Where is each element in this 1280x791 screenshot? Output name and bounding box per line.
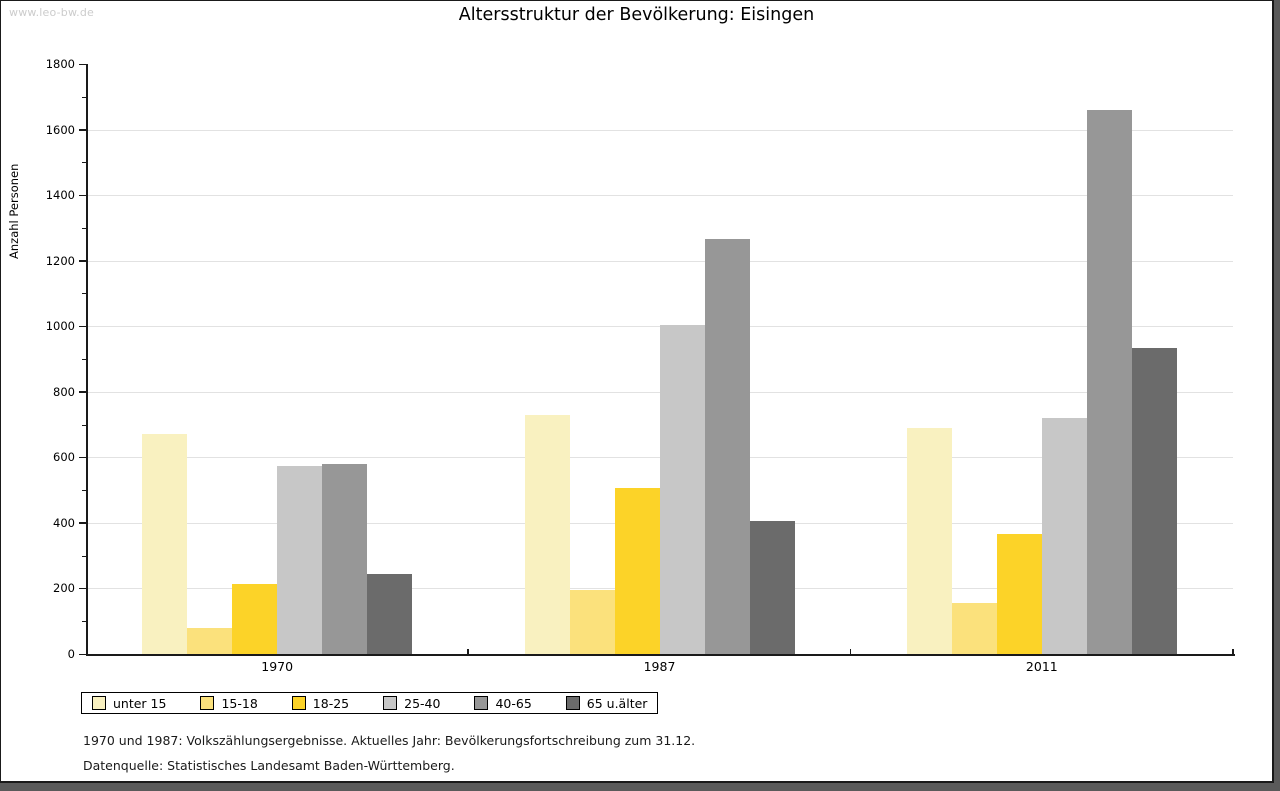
y-tick-label: 400 <box>53 515 75 530</box>
y-tick <box>79 587 86 590</box>
y-minor-tick <box>82 96 86 98</box>
legend-swatch <box>383 696 398 710</box>
y-minor-tick <box>82 162 86 164</box>
footnote-line-2: Datenquelle: Statistisches Landesamt Bad… <box>83 758 455 773</box>
watermark: www.leo-bw.de <box>9 6 95 19</box>
legend-swatch <box>474 696 489 710</box>
x-category-label: 2011 <box>1025 659 1058 674</box>
y-tick <box>79 194 86 197</box>
legend-item-unter-15: unter 15 <box>92 696 166 711</box>
y-tick <box>79 391 86 393</box>
legend-swatch <box>565 696 580 710</box>
bar-2011-15-18 <box>951 603 997 654</box>
y-tick <box>79 456 86 459</box>
bottom-bar <box>0 783 1280 791</box>
x-axis-line <box>86 654 1235 656</box>
y-tick-label: 600 <box>53 450 75 465</box>
y-minor-tick <box>82 293 86 295</box>
y-tick <box>79 129 86 131</box>
bar-2011-40-65 <box>1086 109 1132 654</box>
y-minor-tick <box>82 227 86 229</box>
bar-1970-unter-15 <box>142 434 188 654</box>
bar-1970-40-65 <box>322 463 368 654</box>
x-category-label: 1970 <box>261 659 294 674</box>
y-axis-line <box>86 64 88 656</box>
bar-1987-18-25 <box>614 488 660 654</box>
footnotes: 1970 und 1987: Volkszählungsergebnisse. … <box>83 728 695 778</box>
x-boundary-tick <box>467 649 469 654</box>
y-tick <box>79 63 86 65</box>
bar-1987-40-65 <box>704 239 750 654</box>
x-boundary-tick <box>1232 649 1234 654</box>
x-category-label: 1987 <box>643 659 676 674</box>
legend-swatch <box>200 696 215 710</box>
y-minor-tick <box>82 359 86 360</box>
legend-label: 25-40 <box>404 695 441 711</box>
plot-area: 0 200 400 600 800 1000 1200 1400 1600 1800 1970 198… <box>1 1 1275 681</box>
y-minor-tick <box>82 490 86 492</box>
legend-item-65-u.älter: 65 u.älter <box>565 695 648 711</box>
y-tick-label: 1200 <box>45 253 75 268</box>
legend-label: 65 u.älter <box>586 695 648 711</box>
bar-1987-65-u.älter <box>749 521 795 654</box>
y-tick <box>79 325 86 328</box>
y-tick <box>79 653 86 655</box>
legend-label: 15-18 <box>221 695 258 711</box>
legend: unter 15 15-18 18-25 25-40 40-65 65 u.älter <box>81 692 659 714</box>
y-minor-tick <box>82 621 86 623</box>
y-tick-label: 1600 <box>45 122 75 137</box>
y-tick-label: 1000 <box>45 319 75 334</box>
bar-2011-65-u.älter <box>1131 347 1177 654</box>
bar-1970-18-25 <box>232 583 278 654</box>
y-tick-label: 800 <box>53 384 75 399</box>
legend-swatch <box>92 696 106 710</box>
bar-1987-15-18 <box>569 590 615 654</box>
legend-label: unter 15 <box>113 695 167 711</box>
legend-item-15-18: 15-18 <box>200 695 258 711</box>
bar-1970-65-u.älter <box>367 574 413 654</box>
y-tick-label: 1400 <box>45 188 75 203</box>
y-tick <box>79 260 86 262</box>
legend-label: 40-65 <box>495 695 532 711</box>
legend-item-18-25: 18-25 <box>291 695 350 711</box>
y-tick-label: 200 <box>53 581 75 596</box>
legend-swatch <box>291 696 306 710</box>
bar-2011-25-40 <box>1041 418 1087 654</box>
bar-2011-18-25 <box>996 534 1042 654</box>
y-minor-tick <box>82 424 86 426</box>
bar-1987-unter-15 <box>524 414 570 654</box>
footnote-line-1: 1970 und 1987: Volkszählungsergebnisse. … <box>83 733 696 748</box>
y-tick <box>79 522 86 524</box>
bar-1970-15-18 <box>187 628 233 654</box>
legend-label: 18-25 <box>312 695 350 711</box>
bar-1987-25-40 <box>659 324 705 654</box>
page-title: Altersstruktur der Bevölkerung: Eisingen <box>458 5 815 25</box>
gridline-1200 <box>86 260 1233 262</box>
gridline-1400 <box>86 195 1233 197</box>
bar-2011-unter-15 <box>906 427 952 654</box>
gridline-1600 <box>86 129 1233 131</box>
y-tick-label: 0 <box>67 647 75 661</box>
y-tick-label: 1800 <box>45 57 75 71</box>
bar-1970-25-40 <box>277 465 323 654</box>
legend-item-40-65: 40-65 <box>474 695 532 711</box>
y-minor-tick <box>82 555 86 557</box>
legend-item-25-40: 25-40 <box>383 696 440 711</box>
x-boundary-tick <box>849 649 852 654</box>
